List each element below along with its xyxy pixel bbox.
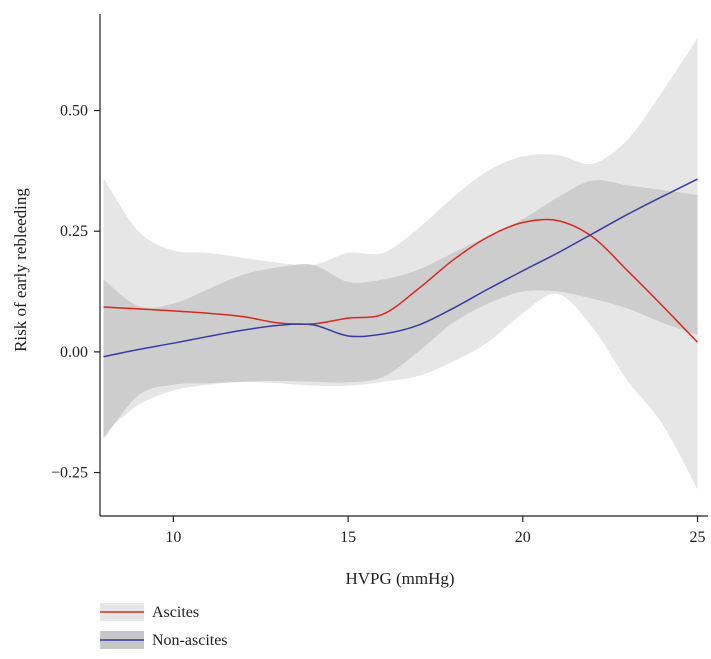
x-ticks: 10 15 20 25 [165, 516, 706, 546]
y-axis-label: Risk of early rebleeding [11, 188, 30, 352]
x-tick-label: 20 [515, 529, 531, 546]
series-line-ascites [103, 218, 699, 343]
axes: 10 15 20 25 −0.25 0.00 0.25 0.50 [51, 14, 708, 546]
x-tick-label: 25 [690, 529, 706, 546]
y-tick-label: −0.25 [51, 465, 88, 482]
y-tick-label: 0.00 [60, 344, 88, 361]
y-ticks: −0.25 0.00 0.25 0.50 [51, 103, 100, 482]
x-tick-label: 15 [340, 529, 356, 546]
series-lines [103, 178, 699, 358]
x-axis-label: HVPG (mmHg) [345, 569, 454, 588]
x-tick-label: 10 [165, 529, 181, 546]
legend: Ascites Non-ascites [100, 603, 228, 649]
y-tick-label: 0.25 [60, 223, 88, 240]
confidence-band-non-ascites [103, 180, 698, 439]
legend-item-non-ascites: Non-ascites [100, 631, 228, 649]
series-line-non-ascites [103, 178, 698, 358]
legend-item-ascites: Ascites [100, 603, 199, 621]
legend-label: Ascites [152, 604, 199, 621]
legend-label: Non-ascites [152, 632, 228, 649]
y-tick-label: 0.50 [60, 103, 88, 120]
confidence-bands [103, 38, 698, 490]
